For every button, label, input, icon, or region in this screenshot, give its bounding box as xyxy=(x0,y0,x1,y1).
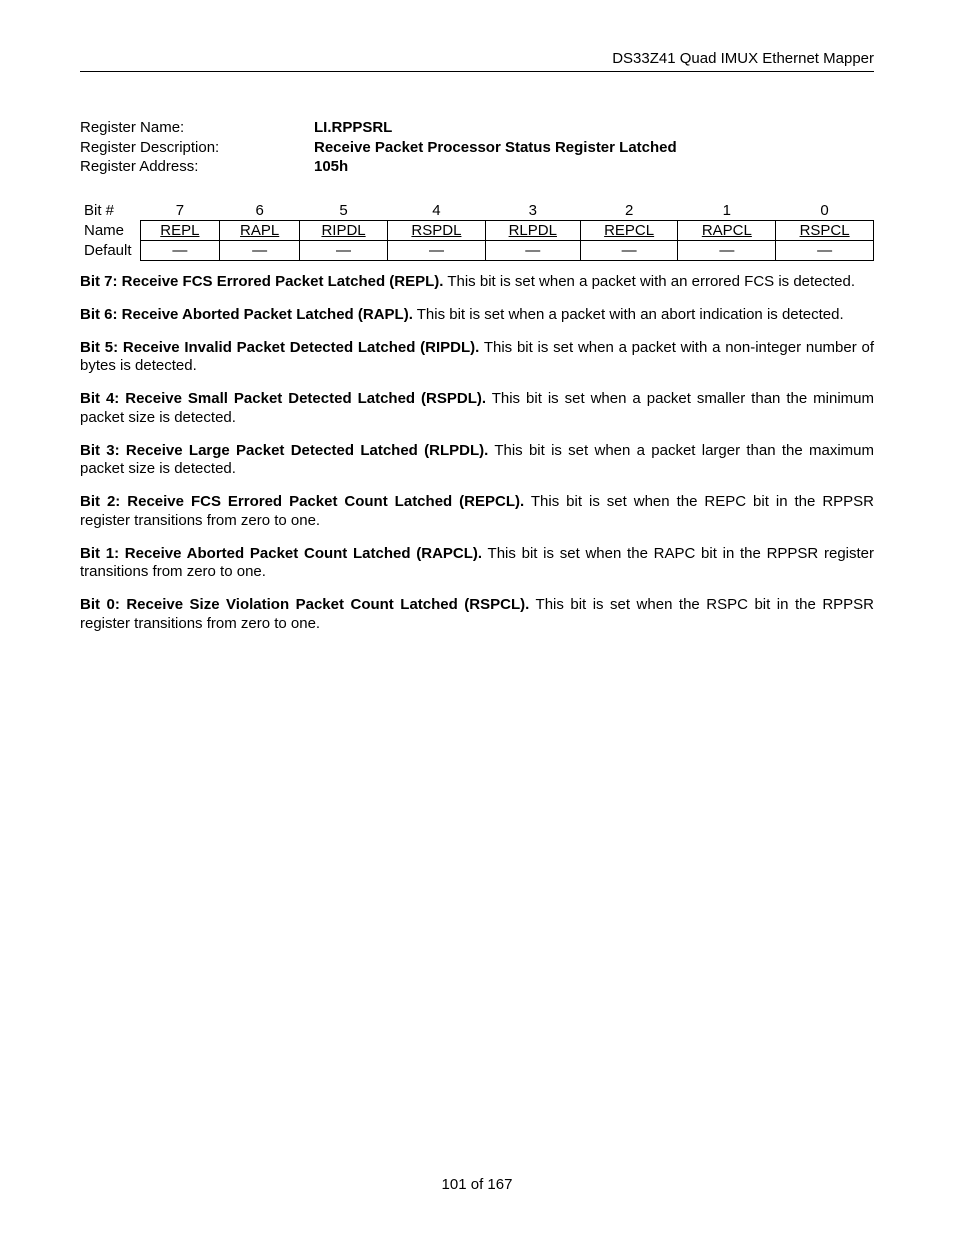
register-address: 105h xyxy=(314,157,677,177)
bit-num-3: 3 xyxy=(485,201,580,221)
register-meta-values: LI.RPPSRL Receive Packet Processor Statu… xyxy=(314,118,677,177)
bit-desc-3: Bit 3: Receive Large Packet Detected Lat… xyxy=(80,442,874,480)
bit-default-6: — xyxy=(220,241,300,261)
bit-name-2: REPCL xyxy=(580,221,678,241)
bit-table: Bit # 7 6 5 4 3 2 1 0 Name REPL RAPL RIP… xyxy=(80,201,874,262)
bit-desc-5: Bit 5: Receive Invalid Packet Detected L… xyxy=(80,339,874,377)
page: DS33Z41 Quad IMUX Ethernet Mapper Regist… xyxy=(0,0,954,1235)
bit-num-5: 5 xyxy=(300,201,388,221)
bit-desc-2: Bit 2: Receive FCS Errored Packet Count … xyxy=(80,493,874,531)
bit-name-label: Name xyxy=(80,221,140,241)
register-addr-label: Register Address: xyxy=(80,157,314,177)
bit-num-1: 1 xyxy=(678,201,776,221)
bit-default-1: — xyxy=(678,241,776,261)
bit-name-6: RAPL xyxy=(220,221,300,241)
bit-num-4: 4 xyxy=(388,201,486,221)
bit-name-row: Name REPL RAPL RIPDL RSPDL RLPDL REPCL R… xyxy=(80,221,874,241)
bit-number-label: Bit # xyxy=(80,201,140,221)
bit-num-0: 0 xyxy=(776,201,874,221)
bit-desc-7: Bit 7: Receive FCS Errored Packet Latche… xyxy=(80,273,874,292)
bit-desc-6: Bit 6: Receive Aborted Packet Latched (R… xyxy=(80,306,874,325)
bit-default-5: — xyxy=(300,241,388,261)
bit-name-5: RIPDL xyxy=(300,221,388,241)
bit-name-3: RLPDL xyxy=(485,221,580,241)
bit-default-3: — xyxy=(485,241,580,261)
bit-name-7: REPL xyxy=(140,221,220,241)
product-name: DS33Z41 Quad IMUX Ethernet Mapper xyxy=(612,50,874,67)
header: DS33Z41 Quad IMUX Ethernet Mapper xyxy=(80,50,874,72)
bit-num-7: 7 xyxy=(140,201,220,221)
register-description: Receive Packet Processor Status Register… xyxy=(314,138,677,158)
bit-default-0: — xyxy=(776,241,874,261)
bit-name-0: RSPCL xyxy=(776,221,874,241)
bit-default-row: Default — — — — — — — — xyxy=(80,241,874,261)
bit-num-6: 6 xyxy=(220,201,300,221)
bit-desc-0: Bit 0: Receive Size Violation Packet Cou… xyxy=(80,596,874,634)
bit-default-2: — xyxy=(580,241,678,261)
bit-number-row: Bit # 7 6 5 4 3 2 1 0 xyxy=(80,201,874,221)
bit-name-1: RAPCL xyxy=(678,221,776,241)
page-number: 101 of 167 xyxy=(442,1176,513,1193)
register-name-label: Register Name: xyxy=(80,118,314,138)
bit-default-label: Default xyxy=(80,241,140,261)
bit-default-7: — xyxy=(140,241,220,261)
register-metadata: Register Name: Register Description: Reg… xyxy=(80,118,874,177)
bit-name-4: RSPDL xyxy=(388,221,486,241)
bit-default-4: — xyxy=(388,241,486,261)
register-name: LI.RPPSRL xyxy=(314,118,677,138)
bit-desc-4: Bit 4: Receive Small Packet Detected Lat… xyxy=(80,390,874,428)
bit-num-2: 2 xyxy=(580,201,678,221)
bit-desc-1: Bit 1: Receive Aborted Packet Count Latc… xyxy=(80,545,874,583)
register-meta-labels: Register Name: Register Description: Reg… xyxy=(80,118,314,177)
register-desc-label: Register Description: xyxy=(80,138,314,158)
footer: 101 of 167 xyxy=(0,1176,954,1193)
